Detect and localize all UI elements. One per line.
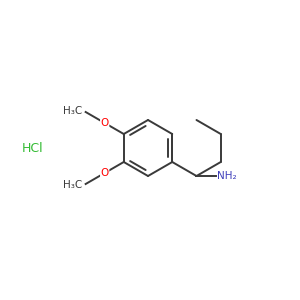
- Text: H₃C: H₃C: [63, 180, 82, 190]
- Text: NH₂: NH₂: [218, 171, 237, 181]
- Text: O: O: [100, 168, 109, 178]
- Text: O: O: [100, 118, 109, 128]
- Text: HCl: HCl: [22, 142, 44, 154]
- Text: H₃C: H₃C: [63, 106, 82, 116]
